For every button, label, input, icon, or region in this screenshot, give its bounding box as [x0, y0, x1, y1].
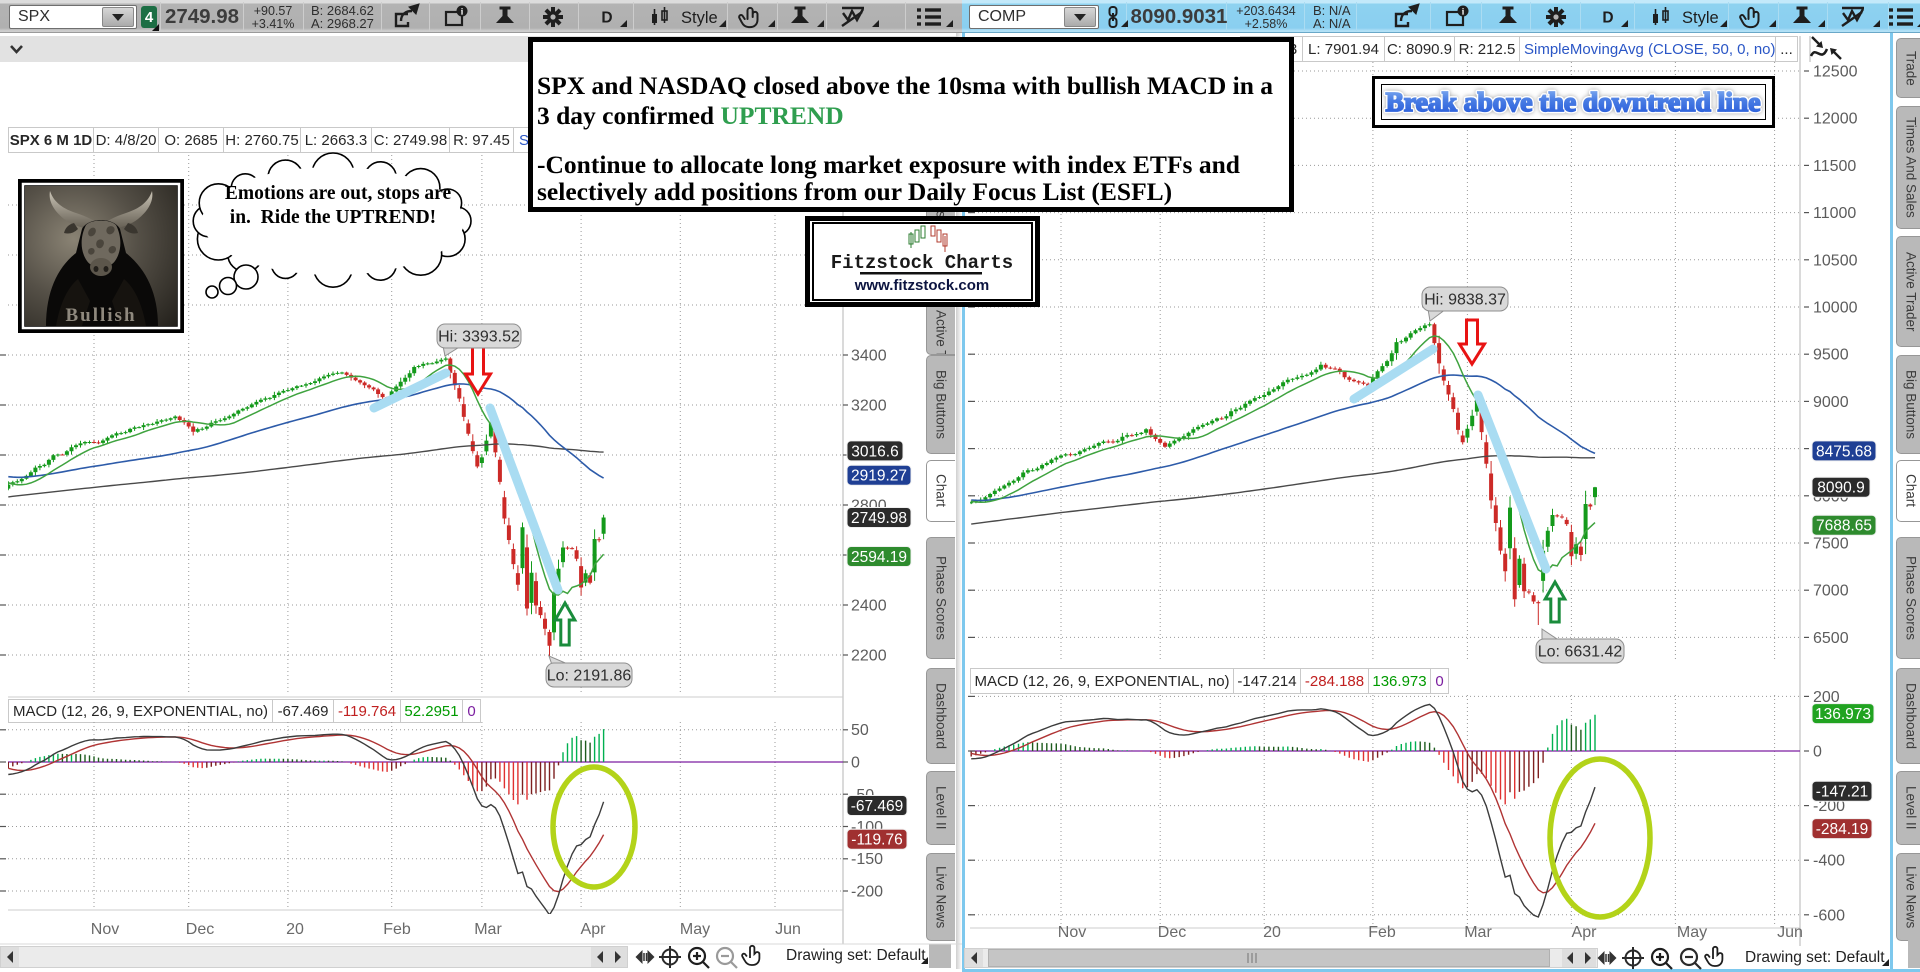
svg-text:Lo: 2191.86: Lo: 2191.86 — [547, 668, 632, 685]
svg-text:Feb: Feb — [383, 921, 411, 938]
svg-text:2400: 2400 — [851, 598, 887, 615]
svg-text:-147.21: -147.21 — [1816, 784, 1869, 801]
svg-text:Mar: Mar — [1464, 924, 1492, 941]
svg-text:Nov: Nov — [91, 921, 119, 938]
svg-text:Apr: Apr — [581, 921, 607, 938]
svg-text:May: May — [1677, 924, 1707, 941]
svg-text:-200: -200 — [1813, 798, 1845, 815]
svg-text:Jun: Jun — [1777, 924, 1803, 941]
svg-text:8475.68: 8475.68 — [1816, 443, 1872, 460]
svg-text:Bullish: Bullish — [65, 305, 136, 326]
svg-text:in. Ride the UPTREND!: in. Ride the UPTREND! — [230, 207, 436, 228]
svg-text:3400: 3400 — [851, 348, 887, 365]
svg-text:2749.98: 2749.98 — [851, 510, 907, 527]
svg-text:20: 20 — [286, 921, 304, 938]
svg-text:Feb: Feb — [1368, 924, 1396, 941]
svg-text:-119.76: -119.76 — [851, 832, 902, 849]
svg-text:Hi: 9838.37: Hi: 9838.37 — [1424, 292, 1506, 309]
svg-text:9500: 9500 — [1813, 347, 1849, 364]
svg-text:0: 0 — [851, 755, 860, 772]
svg-text:2200: 2200 — [851, 648, 887, 665]
svg-text:12500: 12500 — [1813, 64, 1858, 81]
svg-text:10500: 10500 — [1813, 252, 1858, 269]
svg-text:9000: 9000 — [1813, 394, 1849, 411]
svg-text:0: 0 — [1813, 744, 1822, 761]
svg-text:2919.27: 2919.27 — [851, 468, 907, 485]
svg-text:7500: 7500 — [1813, 536, 1849, 553]
svg-text:-150: -150 — [851, 851, 883, 868]
svg-text:Style: Style — [681, 9, 718, 27]
svg-text:Apr: Apr — [1572, 924, 1598, 941]
svg-text:May: May — [680, 921, 710, 938]
svg-text:11500: 11500 — [1813, 158, 1856, 175]
svg-text:2594.19: 2594.19 — [851, 549, 907, 566]
svg-text:D: D — [601, 10, 612, 27]
svg-text:136.973: 136.973 — [1815, 706, 1871, 723]
svg-text:-67.469: -67.469 — [851, 798, 904, 815]
svg-text:50: 50 — [851, 722, 869, 739]
svg-text:Jun: Jun — [775, 921, 801, 938]
svg-text:-284.19: -284.19 — [1816, 821, 1869, 838]
svg-text:i: i — [1462, 7, 1465, 17]
svg-text:-400: -400 — [1813, 853, 1845, 870]
svg-text:Style: Style — [1682, 9, 1719, 27]
svg-text:D: D — [1602, 10, 1613, 27]
svg-text:12000: 12000 — [1813, 111, 1858, 128]
svg-text:Dec: Dec — [1158, 924, 1186, 941]
svg-text:8090.9: 8090.9 — [1817, 480, 1864, 497]
svg-text:11000: 11000 — [1813, 205, 1856, 222]
svg-text:200: 200 — [1813, 689, 1840, 706]
svg-text:Lo: 6631.42: Lo: 6631.42 — [1538, 644, 1623, 661]
svg-text:3016.6: 3016.6 — [851, 443, 898, 460]
svg-text:Dec: Dec — [186, 921, 214, 938]
svg-text:7688.65: 7688.65 — [1816, 518, 1872, 535]
svg-text:Fitzstock Charts: Fitzstock Charts — [831, 252, 1013, 274]
svg-text:i: i — [461, 7, 464, 17]
svg-text:20: 20 — [1263, 924, 1281, 941]
svg-text:3200: 3200 — [851, 398, 887, 415]
svg-text:6500: 6500 — [1813, 630, 1849, 647]
svg-text:Hi: 3393.52: Hi: 3393.52 — [438, 329, 520, 346]
svg-text:Emotions are out, stops are: Emotions are out, stops are — [225, 183, 452, 204]
svg-text:Nov: Nov — [1058, 924, 1086, 941]
svg-text:-600: -600 — [1813, 907, 1845, 924]
svg-text:7000: 7000 — [1813, 583, 1849, 600]
svg-text:10000: 10000 — [1813, 300, 1858, 317]
svg-text:Break above the downtrend line: Break above the downtrend line — [1386, 86, 1761, 117]
svg-text:-200: -200 — [851, 884, 883, 901]
svg-text:www.fitzstock.com: www.fitzstock.com — [854, 277, 989, 294]
svg-text:Mar: Mar — [474, 921, 502, 938]
svg-text:Break above the downtrend line: Break above the downtrend line — [1386, 86, 1761, 117]
